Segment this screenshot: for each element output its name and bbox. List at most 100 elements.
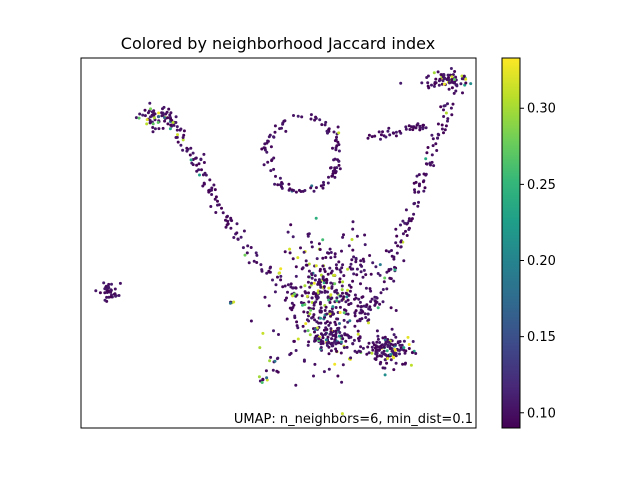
scatter-point [322, 180, 325, 184]
scatter-point [373, 134, 377, 138]
scatter-point [340, 288, 344, 292]
scatter-point [302, 310, 306, 314]
scatter-point [337, 341, 341, 345]
scatter-point [358, 336, 362, 340]
scatter-point [357, 297, 361, 301]
scatter-point [334, 263, 338, 267]
scatter-point [185, 149, 189, 153]
scatter-point [367, 307, 371, 311]
scatter-point [202, 152, 206, 156]
scatter-point [269, 355, 273, 359]
scatter-point [339, 294, 343, 298]
scatter-point [383, 353, 387, 356]
scatter-point [310, 276, 314, 280]
scatter-point [404, 349, 408, 353]
scatter-point [351, 267, 355, 271]
scatter-point [376, 306, 380, 310]
scatter-point [171, 121, 175, 124]
scatter-point [197, 162, 201, 166]
scatter-point [409, 125, 413, 129]
scatter-point [278, 176, 282, 180]
scatter-point [336, 328, 340, 332]
scatter-point [398, 343, 402, 347]
scatter-point [333, 157, 337, 161]
scatter-point [452, 91, 456, 95]
scatter-point [359, 270, 363, 274]
scatter-point [378, 341, 382, 344]
scatter-point [334, 347, 338, 351]
scatter-point [402, 346, 406, 350]
scatter-point [355, 267, 359, 271]
scatter-point [309, 186, 313, 190]
scatter-point [267, 270, 271, 274]
scatter-point [363, 243, 367, 247]
scatter-point [228, 301, 232, 305]
scatter-point [395, 251, 399, 255]
scatter-point [387, 126, 391, 130]
scatter-point [436, 70, 440, 74]
scatter-point [375, 329, 379, 333]
scatter-point [150, 110, 154, 114]
scatter-point [281, 122, 285, 126]
scatter-point [157, 115, 161, 119]
scatter-point [272, 329, 275, 333]
scatter-point [440, 127, 444, 131]
scatter-point [102, 281, 106, 285]
scatter-point [182, 129, 186, 133]
scatter-point [404, 361, 407, 365]
scatter-point [394, 134, 398, 138]
scatter-point [252, 259, 256, 263]
scatter-point [318, 283, 322, 287]
scatter-point [374, 296, 378, 299]
scatter-point [360, 317, 364, 321]
scatter-point [381, 288, 385, 291]
scatter-point [386, 357, 390, 360]
scatter-point [333, 255, 337, 259]
scatter-point [166, 122, 170, 126]
scatter-point [316, 291, 320, 295]
scatter-point [389, 353, 392, 356]
scatter-point [328, 309, 332, 313]
scatter-point [335, 266, 338, 270]
scatter-point [263, 146, 267, 150]
scatter-point [149, 107, 152, 111]
scatter-points [94, 67, 473, 416]
scatter-point [289, 351, 293, 355]
scatter-point [436, 136, 439, 140]
scatter-point [336, 311, 340, 314]
scatter-point [333, 320, 337, 324]
scatter-point [424, 162, 428, 166]
scatter-point [424, 157, 428, 161]
scatter-point [337, 149, 341, 153]
scatter-point [303, 329, 307, 333]
scatter-point [366, 345, 370, 349]
scatter-point [390, 254, 394, 258]
scatter-point [408, 128, 412, 131]
scatter-point [359, 305, 363, 309]
scatter-point [354, 296, 358, 300]
scatter-point [106, 289, 110, 293]
scatter-point [287, 188, 291, 192]
scatter-point [377, 130, 381, 134]
scatter-point [371, 348, 375, 352]
scatter-point [272, 156, 276, 160]
scatter-point [361, 346, 365, 350]
scatter-point [340, 334, 344, 338]
scatter-point [143, 114, 147, 118]
scatter-point [307, 291, 310, 295]
scatter-point [340, 380, 344, 384]
scatter-point [306, 343, 310, 347]
scatter-point [346, 288, 350, 292]
scatter-point [356, 304, 360, 308]
scatter-point [330, 174, 334, 178]
colorbar [502, 58, 520, 428]
scatter-point [442, 82, 446, 86]
scatter-point [323, 309, 327, 312]
scatter-point [342, 318, 346, 322]
scatter-point [291, 257, 295, 261]
scatter-point [403, 221, 407, 225]
scatter-point [421, 123, 425, 127]
scatter-point [260, 147, 264, 151]
scatter-point [325, 341, 329, 345]
scatter-point [310, 240, 313, 244]
